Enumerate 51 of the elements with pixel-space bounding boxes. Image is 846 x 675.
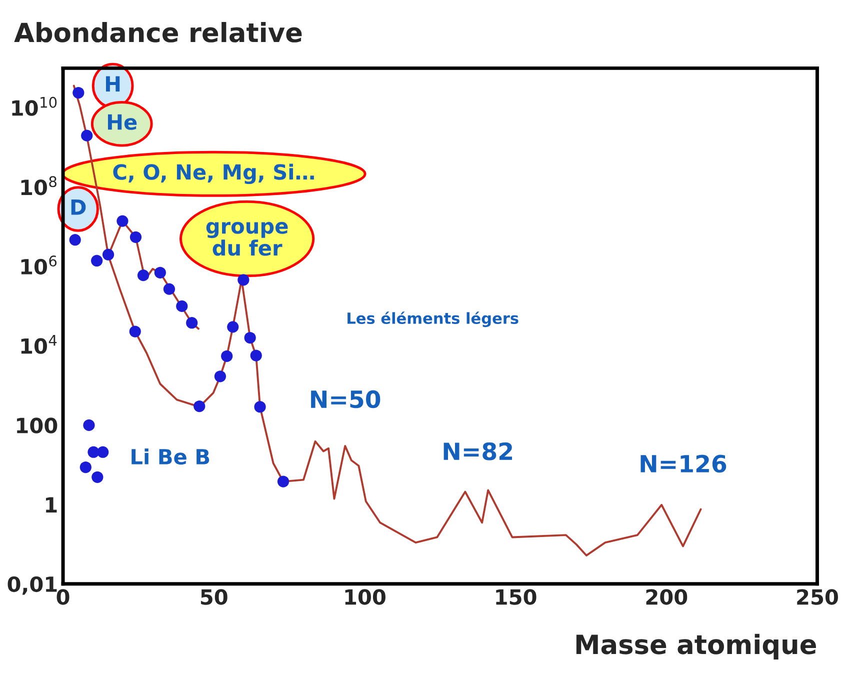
y-tick-label: 10$^{8}$ (21, 176, 56, 196)
x-axis-title: Masse atomique (576, 634, 816, 660)
point (194, 400, 206, 412)
point (81, 130, 93, 142)
annotation: groupe du fer (206, 222, 288, 256)
x-tick-label: 50 (200, 589, 228, 605)
annotation: He (108, 114, 137, 130)
point (214, 370, 226, 382)
x-tick-label: 100 (345, 589, 386, 605)
annotation: N=82 (444, 442, 512, 460)
y-tick-label: 10$^{10}$ (12, 96, 57, 116)
point (254, 401, 266, 413)
y-tick-label: 100 (17, 418, 58, 434)
y-tick-label: 1 (46, 497, 57, 512)
annotation: D (71, 200, 86, 215)
annotation: N=126 (640, 454, 726, 473)
annotation: Les éléments légers (348, 312, 518, 328)
point (92, 471, 104, 483)
point (130, 231, 142, 243)
y-axis-title: Abondance relative (14, 22, 302, 42)
y-tick-label: 0,01 (8, 576, 57, 595)
point (221, 350, 233, 362)
x-tick-label: 200 (646, 589, 688, 605)
point (227, 321, 239, 333)
x-tick-label: 150 (496, 589, 536, 605)
point (176, 300, 188, 312)
point (80, 461, 92, 474)
point (83, 419, 95, 432)
point (97, 446, 109, 458)
annotation: Li Be B (132, 448, 210, 465)
x-tick-label: 0 (56, 589, 70, 605)
point (102, 248, 114, 260)
annotation: H (106, 76, 120, 92)
point (250, 350, 262, 362)
point (72, 86, 84, 99)
point (91, 254, 103, 267)
x-tick-label: 250 (797, 589, 838, 605)
point (186, 317, 198, 329)
y-tick-label: 10$^{6}$ (21, 255, 57, 275)
point (116, 215, 128, 227)
point (154, 266, 166, 278)
point (137, 270, 150, 282)
point (69, 234, 81, 246)
y-tick-label: 10$^{4}$ (21, 335, 57, 354)
point (238, 274, 250, 286)
point (244, 332, 256, 344)
point (277, 476, 290, 488)
point (129, 326, 141, 338)
annotation: C, O, Ne, Mg, Si… (113, 164, 314, 184)
annotation: N=50 (311, 390, 380, 408)
point (163, 283, 176, 295)
